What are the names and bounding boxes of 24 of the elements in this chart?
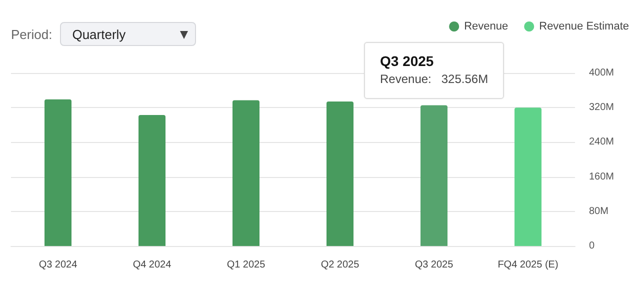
- annotation: Revenue: 325.56M: [380, 71, 488, 88]
- x-tick-label: Q3 2024: [38, 260, 78, 270]
- x-tick-label: FQ4 2025 (E): [498, 260, 558, 270]
- bar: [138, 114, 166, 246]
- bar: [44, 99, 72, 246]
- y-tick-label: 0: [589, 240, 595, 252]
- x-tick-label: Q3 2025: [414, 260, 454, 270]
- bar: [326, 102, 354, 246]
- x-tick-label: Q4 2024: [132, 260, 172, 270]
- x-tick-label: Q1 2025: [226, 260, 266, 270]
- bar: [232, 100, 260, 246]
- bar: [420, 105, 448, 246]
- x-tick-label: Q2 2025: [320, 260, 360, 270]
- y-tick-label: 80M: [589, 206, 608, 217]
- dropdown-field: Quarterly: [60, 22, 196, 46]
- y-tick-label: 400M: [589, 68, 614, 78]
- y-tick-label: 320M: [589, 102, 614, 114]
- legend-label: Revenue: [464, 20, 508, 32]
- y-tick-label: 160M: [589, 171, 614, 182]
- annotation: Q3 2025: [380, 53, 435, 70]
- text: Period:: [11, 26, 52, 42]
- y-tick-label: 240M: [589, 136, 614, 148]
- bar: [514, 108, 542, 246]
- legend-label: Revenue Estimate: [539, 20, 630, 32]
